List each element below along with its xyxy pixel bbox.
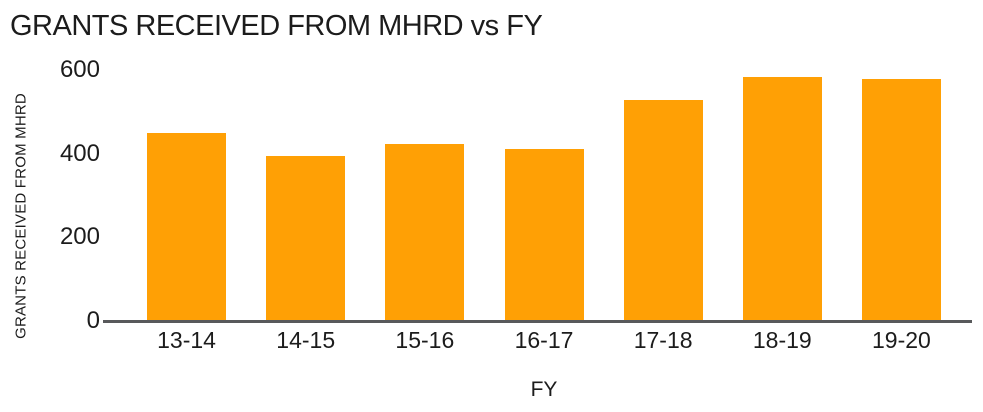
- x-tick-label: 13-14: [157, 327, 216, 353]
- bar-13-14: [147, 132, 227, 320]
- y-tick-label: 0: [86, 306, 100, 334]
- y-tick-label: 600: [59, 56, 100, 83]
- chart-title: GRANTS RECEIVED FROM MHRD vs FY: [10, 10, 543, 42]
- x-axis-line: [103, 320, 972, 323]
- bar-16-17: [504, 148, 584, 320]
- x-tick-label: 19-20: [872, 327, 931, 353]
- bar-18-19: [742, 76, 822, 320]
- plot-area: [127, 70, 961, 320]
- x-tick-label: 16-17: [514, 327, 574, 353]
- x-tick-label: 15-16: [395, 327, 455, 353]
- y-axis-title: GRANTS RECEIVED FROM MHRD: [12, 93, 30, 339]
- x-axis-title: FY: [530, 378, 558, 401]
- x-tick-label: 18-19: [752, 327, 812, 353]
- bar-17-18: [623, 100, 703, 320]
- bar-14-15: [266, 155, 346, 320]
- y-tick-label: 200: [59, 223, 100, 250]
- y-tick-label: 400: [59, 139, 100, 167]
- bar-19-20: [861, 79, 941, 320]
- bar-15-16: [385, 143, 465, 320]
- x-tick-label: 14-15: [276, 327, 336, 353]
- x-tick-label: 17-18: [633, 327, 693, 353]
